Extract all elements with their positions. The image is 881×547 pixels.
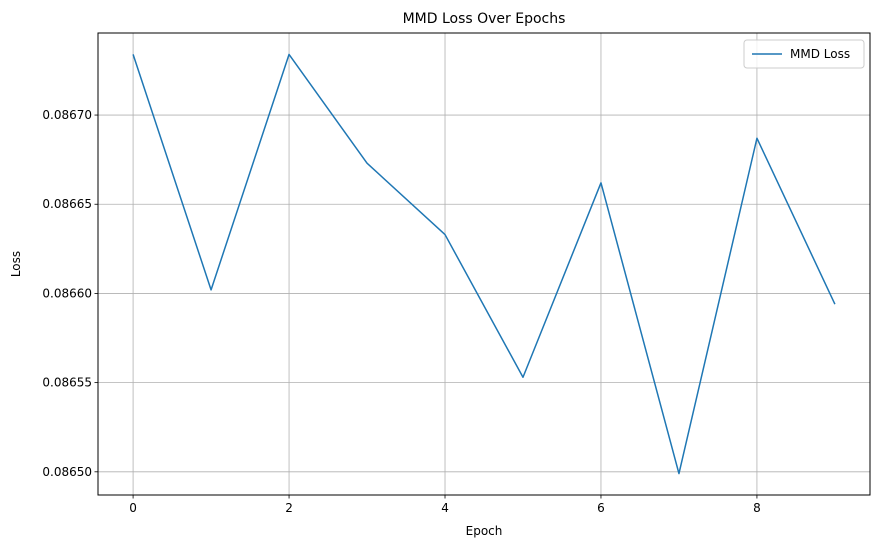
x-tick-label: 6 [597,501,605,515]
x-tick-label: 8 [753,501,761,515]
series-layer [132,53,836,475]
legend: MMD Loss [743,39,865,69]
legend-box [743,39,865,69]
x-axis-label: Epoch [466,524,503,538]
y-axis-label: Loss [9,251,23,277]
series-line-mmd-loss [132,53,836,475]
x-tick-label: 4 [441,501,449,515]
legend-label: MMD Loss [790,47,850,61]
plot-frame [97,32,871,496]
y-tick-label: 0.08655 [42,376,92,390]
x-tick-label: 0 [129,501,137,515]
y-axis: 0.08650 0.08655 0.08660 0.08665 0.08670 [42,108,98,479]
chart-title: MMD Loss Over Epochs [403,11,566,27]
x-axis: 0 2 4 6 8 [129,495,761,515]
x-tick-label: 2 [285,501,293,515]
y-tick-label: 0.08650 [42,465,92,479]
y-tick-label: 0.08660 [42,286,92,300]
y-tick-label: 0.08670 [42,108,92,122]
y-tick-label: 0.08665 [42,197,92,211]
